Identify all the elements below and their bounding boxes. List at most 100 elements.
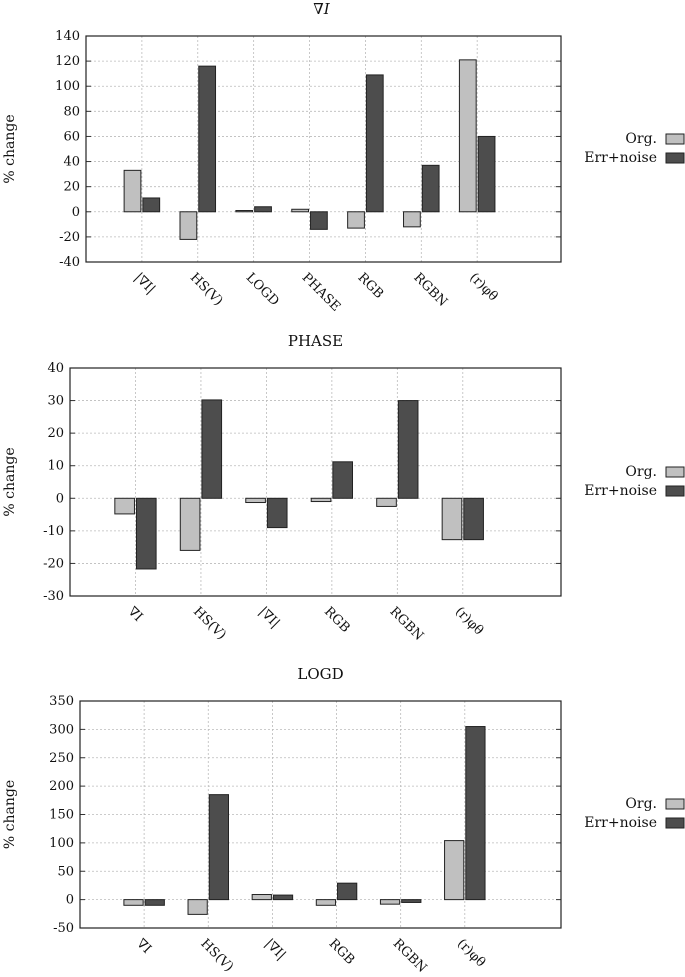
x-tick-label: HS(V) xyxy=(190,604,229,643)
x-tick-label: PHASE xyxy=(299,270,343,314)
bar-err-noise xyxy=(421,164,440,213)
bar-err-noise xyxy=(135,497,157,570)
y-tick-label: 60 xyxy=(63,129,80,144)
x-tick-label: LOGD xyxy=(243,270,282,309)
y-tick-label: -40 xyxy=(59,255,80,270)
bar-err-noise xyxy=(465,726,486,901)
bar-org xyxy=(187,899,208,915)
bar-err-noise xyxy=(401,899,422,903)
bar-org xyxy=(235,210,254,213)
bar-err-noise xyxy=(208,794,230,901)
chart-1: -40 -20 0 20 40 60 80 100 120 140 |∇I| HS(V) LOGD PHA… xyxy=(2,0,685,315)
bar-err-noise xyxy=(272,894,294,901)
bar-org xyxy=(245,497,266,504)
chart-title: ∇I xyxy=(313,0,330,18)
legend-swatch xyxy=(665,798,685,810)
y-axis-label: % change xyxy=(2,780,18,849)
y-tick-label: -20 xyxy=(59,230,80,245)
bar-err-noise xyxy=(337,882,358,901)
bar-err-noise xyxy=(477,135,496,213)
x-tick-label: RGB xyxy=(321,604,353,636)
legend-label: Org. xyxy=(625,464,657,480)
legend-label: Err+noise xyxy=(584,483,657,499)
legend-swatch xyxy=(665,817,685,829)
y-tick-label: 120 xyxy=(55,54,80,69)
bar-err-noise xyxy=(266,497,288,529)
x-tick-label: HS(V) xyxy=(187,270,226,309)
legend-label: Err+noise xyxy=(584,815,657,831)
x-tick-label: ∇I xyxy=(125,604,146,625)
x-tick-label: HS(V) xyxy=(197,936,236,975)
y-tick-label: 250 xyxy=(49,751,74,766)
plot-frame xyxy=(69,367,562,597)
x-tick-label: RGBN xyxy=(387,604,427,644)
y-tick-label: 40 xyxy=(47,361,64,376)
y-tick-label: 20 xyxy=(63,180,80,195)
chart-3: -50 0 50 100 150 200 250 300 350 ∇I HS(V) |∇I| RGB RG… xyxy=(2,665,685,976)
x-tick-label: (r)φθ xyxy=(466,270,500,304)
bar-err-noise xyxy=(332,461,354,499)
legend-swatch xyxy=(665,466,685,478)
bar-err-noise xyxy=(310,211,328,230)
y-tick-label: 80 xyxy=(63,104,80,119)
x-tick-label: RGBN xyxy=(390,936,430,976)
bar-org xyxy=(114,497,135,515)
bar-org xyxy=(315,899,337,906)
bar-org xyxy=(291,208,310,213)
bar-org xyxy=(458,59,477,213)
bar-org xyxy=(441,497,463,541)
legend-label: Org. xyxy=(625,796,657,812)
bar-org xyxy=(251,894,272,901)
y-tick-label: 150 xyxy=(49,808,74,823)
plot-frame xyxy=(79,700,562,929)
bar-err-noise xyxy=(365,74,384,213)
y-tick-label: 300 xyxy=(49,722,74,737)
bar-err-noise xyxy=(463,497,484,541)
y-tick-label: 50 xyxy=(57,864,74,879)
x-tick-label: |∇I| xyxy=(256,604,283,631)
bar-org xyxy=(379,899,401,905)
x-tick-label: |∇I| xyxy=(262,936,289,963)
y-tick-label: -30 xyxy=(43,589,64,604)
x-tick-label: (r)φθ xyxy=(452,604,486,638)
y-tick-label: 200 xyxy=(49,779,74,794)
bar-org xyxy=(347,211,365,229)
bar-org xyxy=(444,840,465,901)
y-tick-label: 0 xyxy=(72,205,80,220)
bar-org xyxy=(123,169,142,213)
y-axis-label: % change xyxy=(2,114,18,183)
y-tick-label: 0 xyxy=(66,893,74,908)
x-tick-label: RGB xyxy=(355,270,387,302)
bar-err-noise xyxy=(198,65,217,213)
y-tick-label: 30 xyxy=(47,394,64,409)
y-tick-label: 20 xyxy=(47,426,64,441)
legend-swatch xyxy=(665,133,685,145)
y-tick-label: 350 xyxy=(49,694,74,709)
x-tick-label: (r)φθ xyxy=(454,936,488,970)
bar-org xyxy=(123,899,144,906)
chart-title: LOGD xyxy=(297,665,343,683)
y-tick-label: -20 xyxy=(43,556,64,571)
y-tick-label: 10 xyxy=(47,459,64,474)
chart-title: PHASE xyxy=(288,332,343,350)
bar-err-noise xyxy=(254,206,272,213)
y-tick-label: -50 xyxy=(53,921,74,936)
chart-2: -30 -20 -10 0 10 20 30 40 ∇I HS(V) |∇I| RGB RGBN (r)φ… xyxy=(2,332,685,644)
bar-err-noise xyxy=(397,400,419,499)
x-tick-label: |∇I| xyxy=(131,270,158,297)
y-tick-label: 40 xyxy=(63,155,80,170)
bar-org xyxy=(403,211,421,228)
bar-err-noise xyxy=(142,197,161,213)
x-tick-label: RGBN xyxy=(410,270,450,310)
bar-err-noise xyxy=(201,399,223,499)
y-tick-label: 100 xyxy=(55,79,80,94)
legend-swatch xyxy=(665,152,685,164)
y-tick-label: -10 xyxy=(43,524,64,539)
plot-frame xyxy=(85,35,562,263)
legend-swatch xyxy=(665,485,685,497)
x-tick-label: ∇I xyxy=(133,936,154,957)
x-tick-label: RGB xyxy=(326,936,358,968)
bar-org xyxy=(179,497,201,551)
y-tick-label: 140 xyxy=(55,29,80,44)
bar-org xyxy=(376,497,397,507)
